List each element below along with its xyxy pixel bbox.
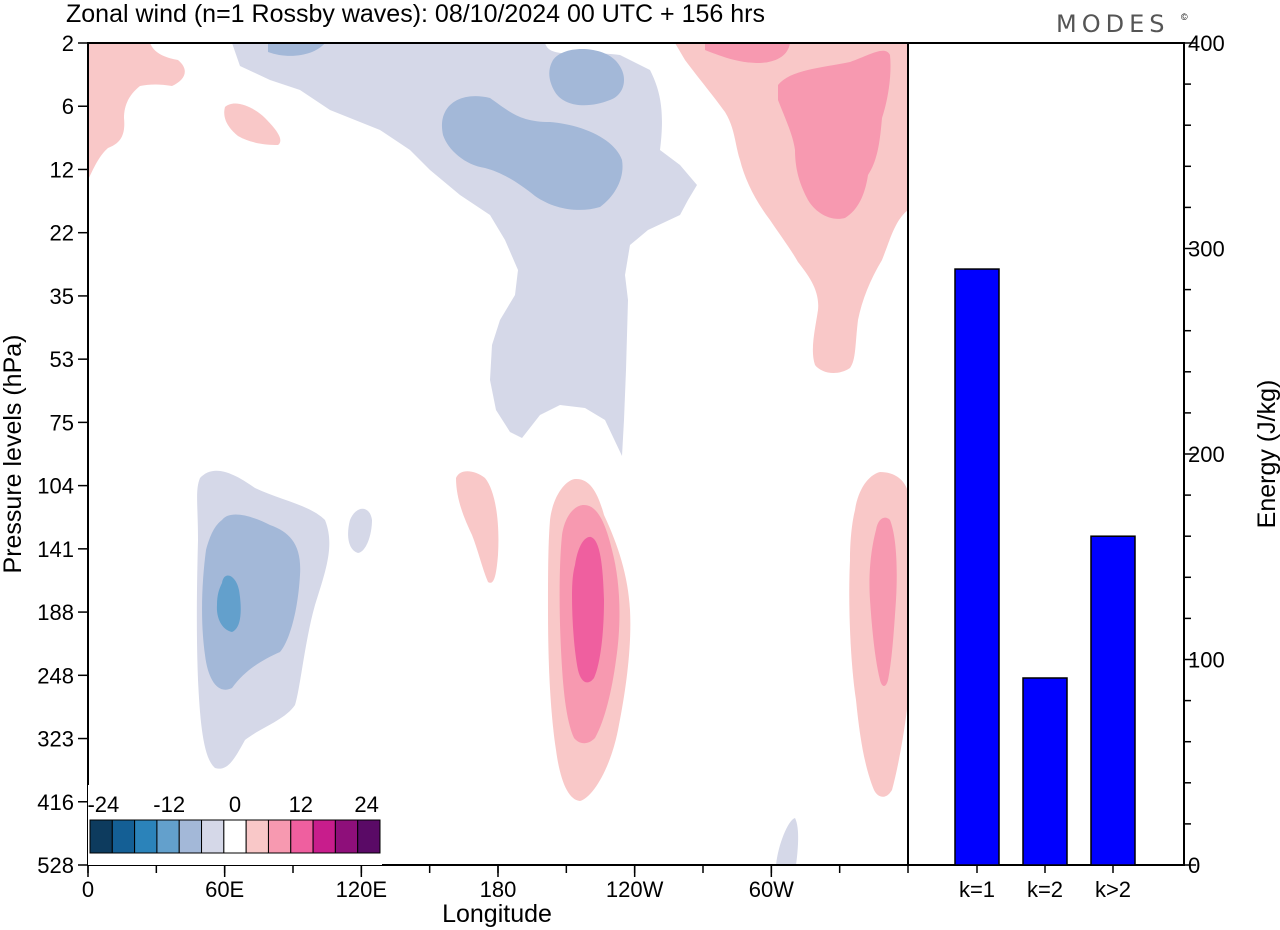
positive-contour-east-core bbox=[869, 517, 897, 686]
negative-contour-bottom bbox=[776, 818, 799, 865]
positive-contour-narrow bbox=[456, 471, 499, 583]
colorbar-swatch bbox=[290, 819, 314, 854]
colorbar: -24 -12 0 12 24 bbox=[87, 785, 382, 865]
pressure-tick-label: 75 bbox=[50, 410, 74, 435]
colorbar-swatch bbox=[201, 819, 225, 854]
pressure-axis: 2 6 12 22 35 53 75 104 141 188 248 323 416 528 bbox=[37, 31, 88, 878]
negative-contour-west-core bbox=[202, 514, 301, 690]
pressure-tick-label: 2 bbox=[62, 31, 74, 56]
colorbar-label: 12 bbox=[289, 792, 313, 817]
pressure-tick-label: 416 bbox=[37, 790, 74, 815]
colorbar-swatch bbox=[178, 819, 203, 854]
category-label: k=2 bbox=[1027, 877, 1063, 902]
colorbar-swatch bbox=[267, 819, 292, 854]
colorbar-label: 24 bbox=[354, 792, 378, 817]
colorbar-swatch bbox=[312, 819, 336, 854]
longitude-tick-label: 60E bbox=[205, 877, 244, 902]
energy-bars: k=1 k=2 k>2 bbox=[954, 268, 1136, 902]
energy-tick-label: 300 bbox=[1188, 237, 1225, 262]
pressure-tick-label: 323 bbox=[37, 727, 74, 752]
longitude-axis: 0 60E 120E 180 120W 60W bbox=[82, 865, 909, 902]
pressure-tick-label: 12 bbox=[50, 157, 74, 182]
pressure-tick-label: 104 bbox=[37, 474, 74, 499]
colorbar-swatch bbox=[111, 819, 136, 854]
energy-axis-label: Energy (J/kg) bbox=[1253, 380, 1280, 529]
colorbar-swatch bbox=[357, 819, 381, 854]
longitude-tick-label: 120W bbox=[606, 877, 664, 902]
category-label: k>2 bbox=[1095, 877, 1131, 902]
energy-tick-label: 100 bbox=[1188, 648, 1225, 673]
positive-contour-northwest bbox=[88, 43, 185, 180]
colorbar-label: 0 bbox=[229, 792, 241, 817]
colorbar-swatch bbox=[134, 819, 158, 854]
positive-contour-central-peak bbox=[572, 536, 604, 683]
modes-logo: MODES bbox=[1056, 10, 1169, 38]
pressure-tick-label: 6 bbox=[62, 94, 74, 119]
longitude-tick-label: 180 bbox=[480, 877, 517, 902]
energy-bar bbox=[1090, 535, 1136, 866]
energy-axis: 0 100 200 300 400 bbox=[1184, 31, 1225, 878]
chart-title: Zonal wind (n=1 Rossby waves): 08/10/202… bbox=[66, 0, 765, 28]
energy-bar bbox=[954, 268, 1000, 866]
pressure-tick-label: 53 bbox=[50, 347, 74, 372]
energy-tick-label: 200 bbox=[1188, 442, 1225, 467]
energy-tick-label: 0 bbox=[1188, 853, 1200, 878]
colorbar-label: -12 bbox=[153, 792, 185, 817]
negative-contour-west-peak bbox=[216, 575, 241, 632]
pressure-tick-label: 248 bbox=[37, 663, 74, 688]
pressure-tick-label: 141 bbox=[37, 537, 74, 562]
negative-contour-small bbox=[348, 508, 372, 553]
colorbar-swatch bbox=[245, 819, 269, 854]
colorbar-swatch bbox=[223, 819, 247, 854]
colorbar-swatch bbox=[156, 819, 180, 854]
positive-contour-small-west bbox=[224, 103, 281, 145]
copyright-mark: © bbox=[1181, 12, 1188, 22]
pressure-tick-label: 22 bbox=[50, 221, 74, 246]
longitude-tick-label: 60W bbox=[749, 877, 794, 902]
negative-contour-upper-core-c bbox=[441, 96, 623, 210]
negative-contour-upper-core-b bbox=[549, 48, 625, 106]
colorbar-swatch bbox=[334, 819, 359, 854]
y-axis-label: Pressure levels (hPa) bbox=[0, 335, 27, 574]
positive-contour-northeast-core bbox=[705, 43, 790, 63]
category-label: k=1 bbox=[959, 877, 995, 902]
pressure-tick-label: 35 bbox=[50, 284, 74, 309]
contour-field bbox=[88, 43, 908, 865]
x-axis-label: Longitude bbox=[442, 900, 552, 928]
longitude-tick-label: 0 bbox=[82, 877, 94, 902]
negative-contour-upper-core-a bbox=[268, 43, 325, 56]
pressure-tick-label: 528 bbox=[37, 853, 74, 878]
energy-tick-label: 400 bbox=[1188, 31, 1225, 56]
energy-bar bbox=[1022, 677, 1068, 866]
pressure-tick-label: 188 bbox=[37, 600, 74, 625]
positive-contour-northeast-core-b bbox=[778, 50, 891, 219]
colorbar-label: -24 bbox=[87, 792, 119, 817]
colorbar-swatch bbox=[89, 819, 113, 854]
longitude-tick-label: 120E bbox=[336, 877, 387, 902]
